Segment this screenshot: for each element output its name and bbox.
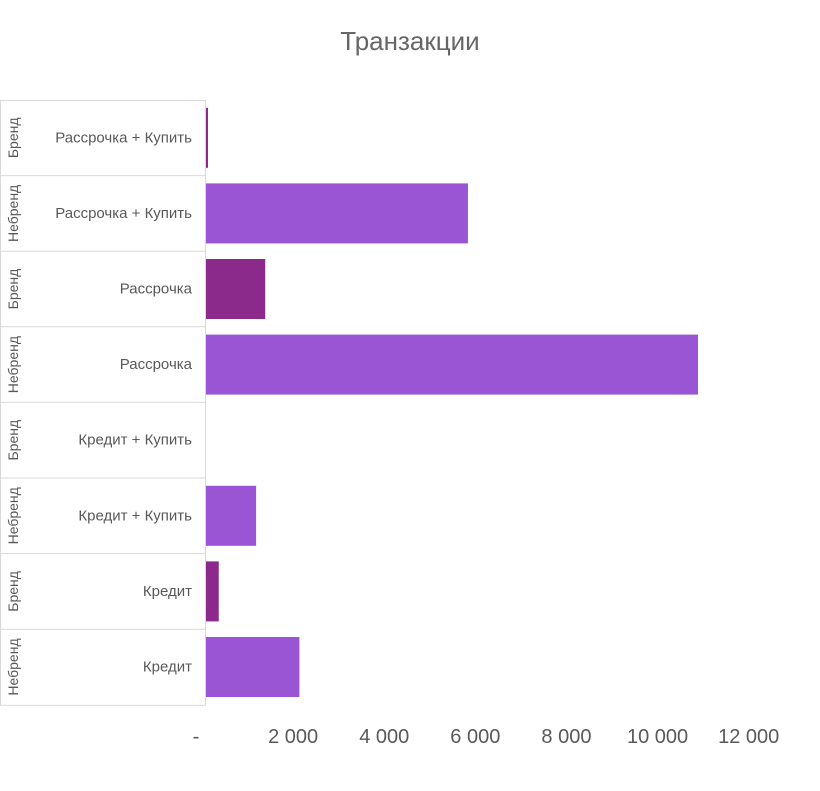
x-tick-label: - [193,726,200,748]
chart-title: Транзакции [340,26,480,56]
group-label: Небренд [5,336,21,393]
group-label: Бренд [5,117,21,158]
category-label: Рассрочка [120,356,193,373]
category-label: Рассрочка [120,281,193,298]
group-label: Бренд [5,571,21,612]
category-label: Рассрочка + Купить [55,129,192,146]
group-label: Небренд [5,638,21,695]
group-label: Бренд [5,420,21,461]
x-tick-label: 6 000 [450,726,500,748]
bar-nonbrand [206,485,257,546]
x-tick-label: 10 000 [627,726,688,748]
x-tick-label: 12 000 [718,726,779,748]
x-tick-label: 4 000 [359,726,409,748]
group-label: Небренд [5,185,21,242]
x-tick-label: 2 000 [268,726,318,748]
bar-nonbrand [206,183,468,244]
bar-nonbrand [206,637,300,697]
category-label: Рассрочка + Купить [55,205,192,222]
bar-brand [206,107,208,168]
bar-brand [206,561,219,622]
bar-brand [206,259,266,319]
x-tick-label: 8 000 [541,726,591,748]
category-label: Кредит [143,659,192,676]
group-label: Бренд [5,269,21,310]
category-label: Кредит + Купить [78,507,192,524]
group-label: Небренд [5,487,21,544]
category-label: Кредит + Купить [78,432,192,449]
category-label: Кредит [143,583,192,600]
bar-nonbrand [206,334,698,395]
